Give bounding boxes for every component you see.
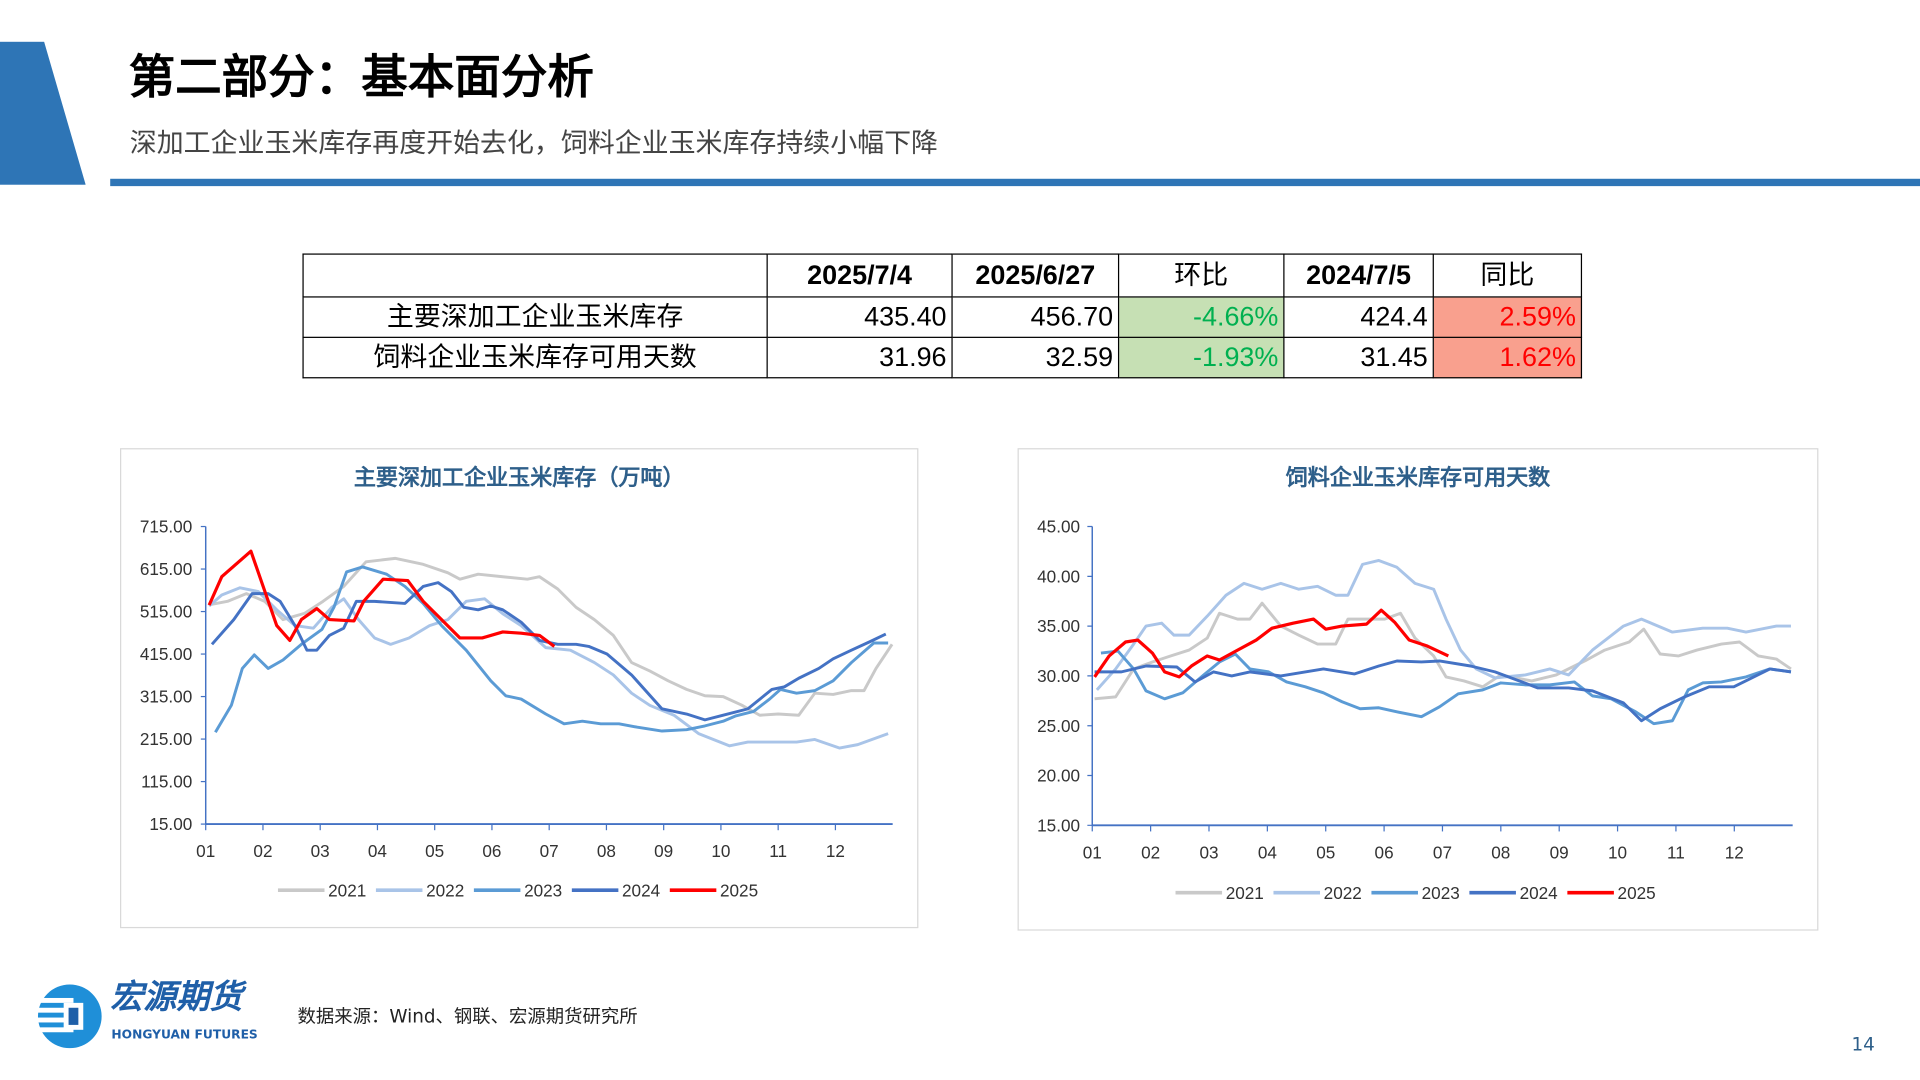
y-tick-label: 615.00 [140,559,192,579]
chart-deep-processing-inventory: 715.00 615.00 515.00 415.00 315.00 215.00 115.… [140,517,894,900]
page-title: 第二部分：基本面分析 [128,50,594,105]
y-tick-label: 35.00 [1037,616,1080,636]
page-subtitle: 深加工企业玉米库存再度开始去化，饲料企业玉米库存持续小幅下降 [129,128,938,160]
x-tick-label: 01 [196,841,215,861]
x-tick-label: 10 [711,841,730,861]
table-row: 主要深加工企业玉米库存 435.40 456.70 -4.66% 424.4 2… [302,296,1583,338]
x-tick-label: 04 [368,841,388,861]
y-tick-label: 45.00 [1037,517,1080,537]
chart-title: 饲料企业玉米库存可用天数 [1285,465,1551,492]
y-tick-label: 415.00 [140,644,192,664]
y-tick-label: 40.00 [1037,566,1080,586]
x-tick-label: 07 [1433,842,1452,862]
cell: 456.70 [951,296,1120,338]
legend-label-2023: 2023 [1422,883,1460,903]
cell: 31.45 [1283,336,1434,379]
header-cell: 2025/6/27 [951,253,1120,298]
y-tick-label: 515.00 [140,602,192,622]
legend-label-2021: 2021 [1226,883,1264,903]
inventory-table: 2025/7/4 2025/6/27 环比 2024/7/5 同比 主要深加工企… [302,253,1583,379]
legend-label-2024: 2024 [1520,883,1559,903]
table-row: 饲料企业玉米库存可用天数 31.96 32.59 -1.93% 31.45 1.… [302,336,1583,379]
legend-label-2022: 2022 [1324,883,1362,903]
y-tick-label: 215.00 [140,729,192,749]
x-tick-label: 02 [1141,842,1160,862]
series-line-2023 [1100,649,1792,726]
x-tick-label: 03 [311,841,330,861]
x-tick-label: 04 [1258,842,1278,862]
y-tick-label: 20.00 [1037,766,1080,786]
table-header-row: 2025/7/4 2025/6/27 环比 2024/7/5 同比 [302,253,1583,298]
x-tick-label: 02 [253,841,272,861]
y-tick-label: 315.00 [140,687,192,707]
x-tick-label: 08 [597,841,616,861]
y-tick-label: 115.00 [141,772,192,792]
cell: 31.96 [766,336,953,379]
y-tick-label: 15.00 [1037,815,1080,835]
legend-label-2023: 2023 [524,880,562,900]
yoy-change-cell: 2.59% [1432,296,1583,338]
header-cell: 2024/7/5 [1283,253,1434,298]
header-cell: 环比 [1117,253,1285,298]
y-tick-label: 715.00 [140,517,192,537]
series-line-2024 [1094,659,1792,723]
data-source-note: 数据来源：Wind、钢联、宏源期货研究所 [297,1005,638,1028]
legend-label-2022: 2022 [426,880,464,900]
x-tick-label: 06 [482,841,501,861]
row-label: 饲料企业玉米库存可用天数 [302,336,768,379]
legend-label-2024: 2024 [622,880,661,900]
y-tick-label: 15.00 [149,814,192,834]
y-tick-label: 25.00 [1037,716,1080,736]
legend-label-2025: 2025 [1618,883,1656,903]
x-tick-label: 10 [1608,842,1627,862]
page-number: 14 [1851,1033,1875,1056]
cell: 435.40 [766,296,953,338]
chart-panel-feed: 饲料企业玉米库存可用天数 45.00 40.00 35.00 30.00 25.00 20… [1017,448,1819,931]
header-cell: 2025/7/4 [766,253,953,298]
chart-title: 主要深加工企业玉米库存（万吨） [353,465,685,492]
series-line-2022 [1095,558,1791,691]
x-tick-label: 09 [1550,842,1569,862]
x-tick-label: 05 [425,841,444,861]
series-line-2023 [214,565,889,733]
row-label: 主要深加工企业玉米库存 [302,296,768,338]
x-tick-label: 06 [1375,842,1394,862]
x-tick-label: 07 [540,841,559,861]
chart-panel-deep-processing: 主要深加工企业玉米库存（万吨） 715.00 615.00 515.00 415.00… [120,448,919,929]
wow-change-cell: -4.66% [1117,296,1285,338]
x-tick-label: 11 [1667,842,1685,862]
series-line-2024 [210,581,887,722]
x-tick-label: 09 [654,841,673,861]
cell: 424.4 [1283,296,1434,338]
yoy-change-cell: 1.62% [1432,336,1583,379]
logo-text: 宏源期货 [110,978,243,1017]
series-line-2025 [1093,608,1450,679]
x-tick-label: 03 [1199,842,1218,862]
header-cell [302,253,768,298]
series-line-2022 [208,586,889,750]
logo-subtext: HONGYUAN FUTURES [111,1028,258,1043]
x-tick-label: 08 [1491,842,1510,862]
x-tick-label: 12 [1725,842,1744,862]
x-tick-label: 12 [826,841,845,861]
x-tick-label: 11 [769,841,787,861]
series-line-2025 [207,549,556,648]
header-cell: 同比 [1432,253,1583,298]
header-accent-bar [0,41,86,185]
wow-change-cell: -1.93% [1117,336,1285,379]
series-line-2021 [1094,601,1792,701]
hongyuan-logo-icon [36,984,102,1049]
x-tick-label: 01 [1083,842,1102,862]
cell: 32.59 [951,336,1120,379]
header-divider [110,178,1920,187]
legend-label-2021: 2021 [328,880,366,900]
legend-label-2025: 2025 [720,880,758,900]
series-line-2021 [208,556,894,717]
x-tick-label: 05 [1316,842,1335,862]
y-tick-label: 30.00 [1037,666,1080,686]
